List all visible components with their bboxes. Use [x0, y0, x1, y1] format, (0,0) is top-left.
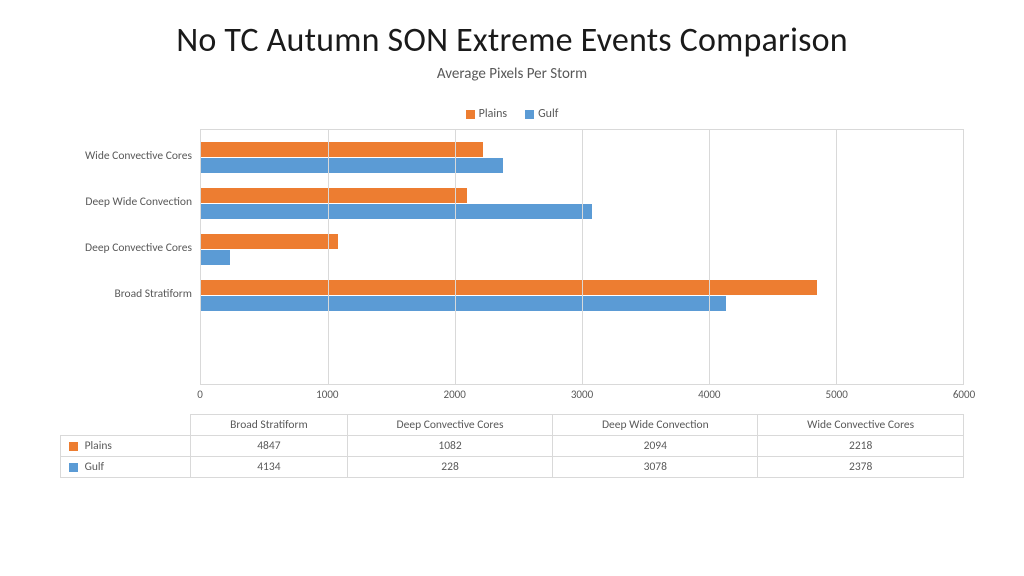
legend-item-plains: Plains [466, 107, 507, 121]
chart-area: Wide Convective CoresDeep Wide Convectio… [60, 129, 964, 384]
table-col-header: Deep Convective Cores [347, 415, 553, 436]
chart-subtitle: Average Pixels Per Storm [60, 65, 964, 83]
x-tick-label: 4000 [698, 388, 720, 401]
table-cell: 1082 [347, 436, 553, 457]
legend: Plains Gulf [60, 107, 964, 121]
chart-container: No TC Autumn SON Extreme Events Comparis… [0, 0, 1024, 508]
table-col-header: Broad Stratiform [191, 415, 348, 436]
gridline [582, 130, 583, 384]
x-tick-label: 6000 [953, 388, 975, 401]
x-tick-label: 1000 [316, 388, 338, 401]
data-table: Broad StratiformDeep Convective CoresDee… [60, 414, 964, 478]
legend-item-gulf: Gulf [525, 107, 558, 121]
gridline [836, 130, 837, 384]
table-cell: 228 [347, 457, 553, 478]
table-row: Gulf413422830782378 [61, 457, 964, 478]
x-axis-ticks: 0100020003000400050006000 [200, 384, 964, 404]
plot-area [200, 129, 964, 384]
bar [201, 142, 483, 157]
table-cell: 2218 [758, 436, 964, 457]
gridline [709, 130, 710, 384]
table-col-header: Wide Convective Cores [758, 415, 964, 436]
table-cell: 3078 [553, 457, 758, 478]
legend-label-gulf: Gulf [538, 107, 558, 121]
table-row-header: Plains [61, 436, 191, 457]
table-cell: 2094 [553, 436, 758, 457]
table-row-header: Gulf [61, 457, 191, 478]
bar [201, 188, 467, 203]
legend-label-plains: Plains [479, 107, 507, 121]
table-swatch [69, 463, 78, 472]
y-category-label: Broad Stratiform [60, 271, 200, 317]
table-col-header: Deep Wide Convection [553, 415, 758, 436]
bar [201, 234, 338, 249]
table-cell: 4134 [191, 457, 348, 478]
x-axis: 0100020003000400050006000 [60, 384, 964, 404]
bar [201, 204, 592, 219]
bar [201, 296, 726, 311]
bar [201, 250, 230, 265]
table-cell: 2378 [758, 457, 964, 478]
bar [201, 158, 503, 173]
x-tick-label: 3000 [571, 388, 593, 401]
y-category-label: Deep Wide Convection [60, 179, 200, 225]
x-tick-label: 0 [197, 388, 203, 401]
x-tick-label: 5000 [826, 388, 848, 401]
y-axis-labels: Wide Convective CoresDeep Wide Convectio… [60, 129, 200, 384]
gridline [963, 130, 964, 384]
y-category-label: Deep Convective Cores [60, 225, 200, 271]
bar [201, 280, 817, 295]
table-cell: 4847 [191, 436, 348, 457]
gridline [328, 130, 329, 384]
y-category-label: Wide Convective Cores [60, 133, 200, 179]
page-title: No TC Autumn SON Extreme Events Comparis… [60, 20, 964, 61]
x-tick-label: 2000 [444, 388, 466, 401]
table-swatch [69, 442, 78, 451]
table-row: Plains4847108220942218 [61, 436, 964, 457]
gridline [455, 130, 456, 384]
legend-swatch-plains [466, 110, 475, 119]
legend-swatch-gulf [525, 110, 534, 119]
